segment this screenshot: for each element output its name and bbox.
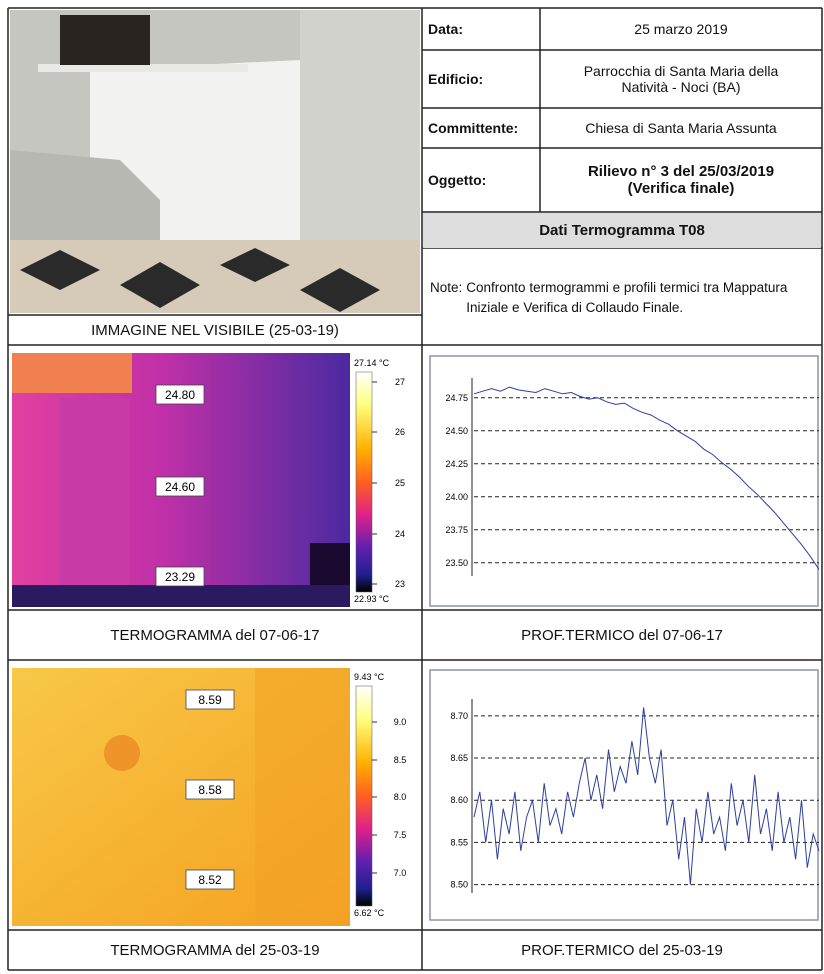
note: Note: Confronto termogrammi e profili te… xyxy=(430,250,820,344)
y-tick-label: 24.00 xyxy=(445,492,468,502)
spot-value: 24.80 xyxy=(165,388,195,402)
thermal-region xyxy=(60,398,130,588)
field-label: Data: xyxy=(428,21,464,37)
field-label: Committente: xyxy=(428,120,519,136)
scale-label: 26 xyxy=(395,427,405,437)
spot-value: 8.59 xyxy=(198,693,222,707)
caption: TERMOGRAMMA del 07-06-17 xyxy=(110,626,320,644)
scale-label: 7.5 xyxy=(394,830,407,840)
scale-max: 9.43 °C xyxy=(354,672,385,682)
note-label: Note: xyxy=(430,280,463,295)
scale-min: 6.62 °C xyxy=(354,908,385,918)
y-tick-label: 24.25 xyxy=(445,459,468,469)
color-bar xyxy=(355,371,373,593)
scale-label: 24 xyxy=(395,529,405,539)
spot-box xyxy=(185,869,235,890)
field-value: Chiesa di Santa Maria Assunta xyxy=(585,120,777,136)
y-tick-label: 23.50 xyxy=(445,558,468,568)
field-label: Edificio: xyxy=(428,71,484,87)
y-tick-label: 8.65 xyxy=(450,753,468,763)
scale-label: 7.0 xyxy=(394,868,407,878)
scale-label: 8.5 xyxy=(394,755,407,765)
spot-box xyxy=(155,566,205,587)
y-tick-label: 8.55 xyxy=(450,837,468,847)
spot-value: 8.52 xyxy=(198,873,222,887)
graphics: 27.14 °C 22.93 °C 27 26 25 24 23 24.80 24.60 23.2… xyxy=(12,353,820,926)
y-tick-label: 24.75 xyxy=(445,393,468,403)
scale-label: 9.0 xyxy=(394,717,407,727)
field-value: Parrocchia di Santa Maria della Natività… xyxy=(583,63,779,95)
section-title: Dati Termogramma T08 xyxy=(423,213,821,248)
spot-value: 23.29 xyxy=(165,570,195,584)
spot-box xyxy=(155,384,205,405)
profile-line xyxy=(473,707,820,885)
scale-label: 8.0 xyxy=(394,792,407,802)
field-value: 25 marzo 2019 xyxy=(634,21,728,37)
y-tick-label: 24.50 xyxy=(445,426,468,436)
y-tick-label: 8.70 xyxy=(450,711,468,721)
profile-line xyxy=(473,386,820,570)
y-tick-label: 8.60 xyxy=(450,795,468,805)
thermal-region xyxy=(255,668,350,926)
spot-box xyxy=(155,476,205,497)
scale-min: 22.93 °C xyxy=(354,594,390,604)
field-label: Oggetto: xyxy=(428,172,487,188)
scale-label: 27 xyxy=(395,377,405,387)
caption: PROF.TERMICO del 25-03-19 xyxy=(521,941,723,959)
spot-value: 8.58 xyxy=(198,783,222,797)
scale-label: 25 xyxy=(395,478,405,488)
thermal-region xyxy=(104,735,140,771)
spot-value: 24.60 xyxy=(165,480,195,494)
photo xyxy=(10,10,420,313)
thermal-region xyxy=(12,353,132,393)
scale-label: 23 xyxy=(395,579,405,589)
caption: TERMOGRAMMA del 25-03-19 xyxy=(110,941,320,959)
chart-frame xyxy=(429,669,819,921)
table-lines xyxy=(7,7,823,971)
caption: PROF.TERMICO del 07-06-17 xyxy=(521,626,723,644)
color-bar xyxy=(355,685,373,907)
spot-box xyxy=(185,779,235,800)
note-text: Confronto termogrammi e profili termici … xyxy=(466,280,788,315)
thermal-region xyxy=(12,585,350,607)
spot-box xyxy=(185,689,235,710)
chart-frame xyxy=(429,355,819,607)
photo-caption: IMMAGINE NEL VISIBILE (25-03-19) xyxy=(91,321,339,339)
y-tick-label: 8.50 xyxy=(450,880,468,890)
y-tick-label: 23.75 xyxy=(445,525,468,535)
scale-max: 27.14 °C xyxy=(354,358,390,368)
field-value: Rilievo n° 3 del 25/03/2019 (Verifica fi… xyxy=(587,163,775,197)
